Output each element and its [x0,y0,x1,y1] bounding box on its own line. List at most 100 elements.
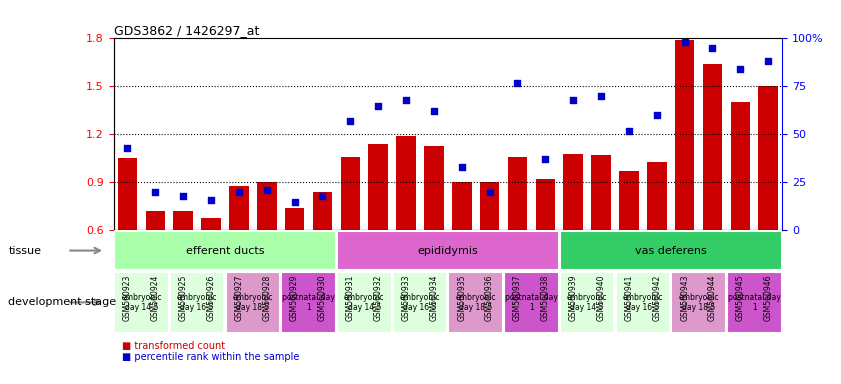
Bar [508,157,527,230]
Bar [703,64,722,230]
Text: embryonic
day 16.5: embryonic day 16.5 [177,293,217,312]
Text: embryonic
day 18.5: embryonic day 18.5 [233,293,273,312]
Bar [563,154,583,230]
Text: GSM560944: GSM560944 [708,274,717,321]
Bar [170,272,225,333]
Text: GSM560946: GSM560946 [764,274,773,321]
Bar [281,272,336,333]
Point [372,103,385,109]
Point [538,156,552,162]
Bar [591,155,611,230]
Text: GSM560934: GSM560934 [430,274,438,321]
Bar [480,182,500,230]
Text: embryonic
day 14.5: embryonic day 14.5 [567,293,607,312]
Point [121,145,135,151]
Bar [727,272,781,333]
Point [678,39,691,45]
Bar [145,211,165,230]
Text: GSM560930: GSM560930 [318,274,327,321]
Bar [368,144,388,230]
Text: GSM560942: GSM560942 [653,274,661,321]
Text: GSM560928: GSM560928 [262,274,272,321]
Point [204,197,218,203]
Bar [341,157,360,230]
Bar [285,208,304,230]
Bar [560,272,615,333]
Bar [424,146,444,230]
Text: GSM560926: GSM560926 [207,274,215,321]
Text: GSM560932: GSM560932 [373,274,383,321]
Point [483,189,496,195]
Point [427,108,441,114]
Bar [616,272,670,333]
Point [232,189,246,195]
Point [177,193,190,199]
Bar [448,272,503,333]
Text: GSM560929: GSM560929 [290,274,299,321]
Text: GSM560936: GSM560936 [485,274,495,321]
Bar [619,171,638,230]
Point [260,187,273,193]
Text: GDS3862 / 1426297_at: GDS3862 / 1426297_at [114,24,259,37]
Point [650,112,664,118]
Text: development stage: development stage [8,297,117,308]
Bar [118,158,137,230]
Text: GSM560935: GSM560935 [458,274,466,321]
Text: postnatal day
1: postnatal day 1 [727,293,780,312]
Point [761,58,775,65]
Bar [393,272,447,333]
Text: GSM560938: GSM560938 [541,274,550,321]
Bar [173,211,193,230]
Text: GSM560931: GSM560931 [346,274,355,321]
Bar [671,272,726,333]
Text: ■ percentile rank within the sample: ■ percentile rank within the sample [122,352,299,362]
Bar [114,231,336,270]
Bar [337,231,558,270]
Bar [337,272,392,333]
Text: GSM560945: GSM560945 [736,274,745,321]
Text: GSM560927: GSM560927 [235,274,243,321]
Point [595,93,608,99]
Bar [396,136,415,230]
Bar [201,218,221,230]
Point [622,127,636,134]
Text: GSM560924: GSM560924 [151,274,160,321]
Text: embryonic
day 14.5: embryonic day 14.5 [121,293,161,312]
Bar [229,185,249,230]
Point [149,189,162,195]
Text: embryonic
day 18.5: embryonic day 18.5 [679,293,719,312]
Bar [225,272,280,333]
Text: GSM560939: GSM560939 [569,274,578,321]
Text: GSM560943: GSM560943 [680,274,689,321]
Text: epididymis: epididymis [417,245,479,256]
Bar [759,86,778,230]
Text: GSM560937: GSM560937 [513,274,522,321]
Bar [674,40,695,230]
Bar [647,162,667,230]
Text: embryonic
day 14.5: embryonic day 14.5 [344,293,384,312]
Bar [536,179,555,230]
Point [315,193,329,199]
Bar [731,103,750,230]
Bar [257,182,277,230]
Point [455,164,468,170]
Point [567,97,580,103]
Point [733,66,747,72]
Text: GSM560941: GSM560941 [624,274,633,321]
Bar [560,231,781,270]
Text: embryonic
day 18.5: embryonic day 18.5 [456,293,496,312]
Text: ■ transformed count: ■ transformed count [122,341,225,351]
Text: GSM560940: GSM560940 [596,274,606,321]
Text: embryonic
day 16.5: embryonic day 16.5 [622,293,663,312]
Text: postnatal day
1: postnatal day 1 [282,293,335,312]
Text: efferent ducts: efferent ducts [186,245,264,256]
Point [399,97,413,103]
Bar [504,272,558,333]
Bar [313,192,332,230]
Text: vas deferens: vas deferens [635,245,706,256]
Point [510,79,524,86]
Text: GSM560923: GSM560923 [123,274,132,321]
Point [344,118,357,124]
Text: GSM560925: GSM560925 [178,274,188,321]
Text: GSM560933: GSM560933 [401,274,410,321]
